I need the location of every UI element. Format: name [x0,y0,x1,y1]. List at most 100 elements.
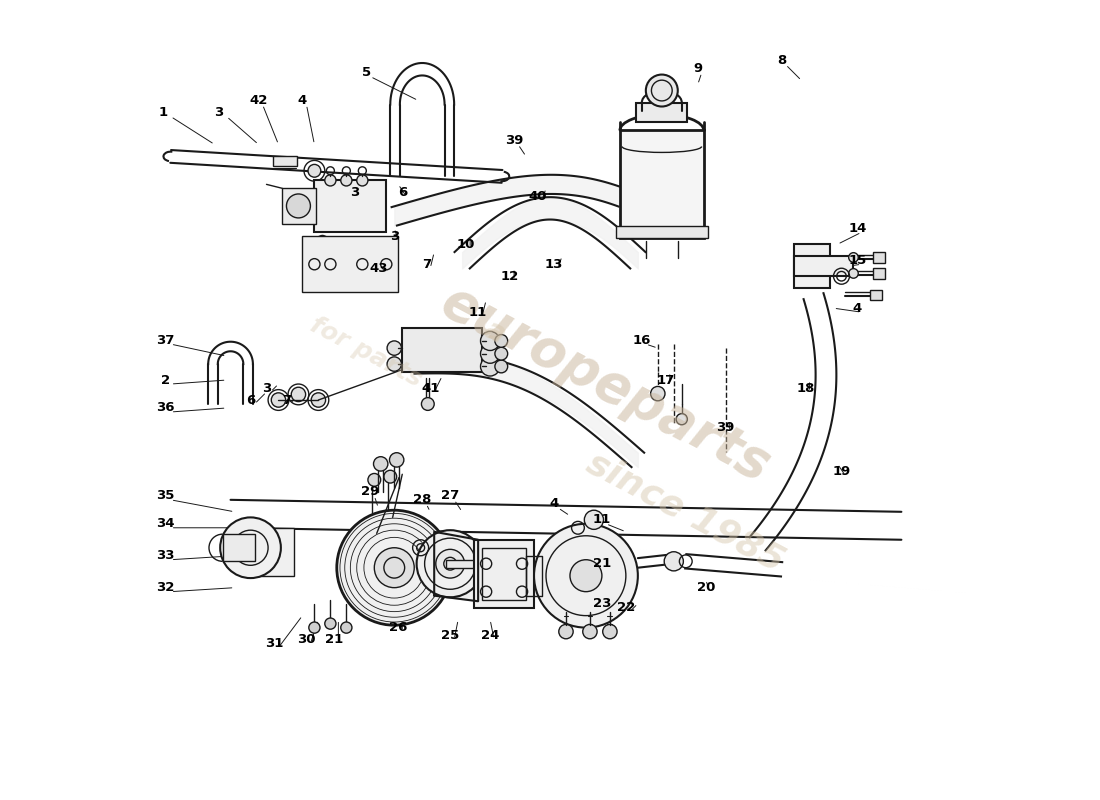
Bar [870,290,882,300]
Circle shape [384,470,397,483]
Circle shape [559,625,573,638]
Text: 18: 18 [796,382,815,394]
Bar [793,256,854,276]
Text: 3: 3 [350,186,359,199]
Text: 21: 21 [326,633,343,646]
Bar [793,244,829,288]
Text: 4: 4 [298,94,307,107]
Text: 11: 11 [593,514,611,526]
Circle shape [356,174,367,186]
Text: 39: 39 [716,422,735,434]
Text: 26: 26 [389,621,407,634]
Text: 42: 42 [250,94,267,107]
Circle shape [417,530,484,598]
Circle shape [337,510,452,626]
Text: since 1985: since 1985 [581,446,790,578]
Text: 10: 10 [456,238,475,250]
Text: 37: 37 [156,334,174,346]
Circle shape [570,560,602,592]
Text: 21: 21 [593,558,611,570]
Circle shape [374,457,388,471]
Text: 32: 32 [156,581,174,594]
Text: for parts: for parts [306,313,427,391]
Bar [478,556,494,588]
Circle shape [495,334,508,347]
Bar [315,180,386,232]
Text: 36: 36 [156,402,174,414]
Text: 22: 22 [617,601,635,614]
Text: 19: 19 [833,466,850,478]
Bar [474,540,534,608]
Circle shape [603,625,617,638]
Circle shape [534,524,638,628]
Circle shape [311,393,326,407]
Circle shape [495,360,508,373]
Circle shape [324,174,336,186]
Circle shape [646,74,678,106]
Text: 3: 3 [214,106,223,119]
Circle shape [481,331,499,350]
Bar [302,236,398,292]
Text: 7: 7 [282,394,292,406]
Text: 43: 43 [368,262,387,274]
Circle shape [389,453,404,467]
Circle shape [387,357,402,371]
Text: 30: 30 [297,633,316,646]
Circle shape [481,357,499,376]
Circle shape [341,622,352,633]
Bar [403,328,482,372]
Circle shape [308,165,321,177]
Text: 41: 41 [421,382,439,394]
Circle shape [292,387,306,402]
Circle shape [421,398,434,410]
Circle shape [584,510,604,530]
Text: 39: 39 [505,134,524,147]
Text: 16: 16 [632,334,651,346]
Text: 15: 15 [848,254,867,266]
Text: 29: 29 [361,486,379,498]
Bar [616,226,707,238]
Text: 31: 31 [265,637,284,650]
Text: 13: 13 [544,258,563,270]
Text: 12: 12 [500,270,519,282]
Circle shape [664,552,683,571]
Bar [246,528,295,576]
Bar [273,157,297,166]
Bar [222,534,254,562]
Text: 3: 3 [262,382,271,394]
Bar [620,130,704,238]
Circle shape [220,518,280,578]
Text: 14: 14 [848,222,867,234]
Text: 9: 9 [693,62,702,75]
Circle shape [481,344,499,363]
Circle shape [495,347,508,360]
Text: 23: 23 [593,597,612,610]
Circle shape [387,341,402,355]
Polygon shape [526,556,542,596]
Circle shape [583,625,597,638]
Circle shape [436,550,464,578]
Text: 3: 3 [389,230,399,242]
Text: 8: 8 [777,54,786,67]
Text: europeparts: europeparts [432,275,779,493]
Text: 2: 2 [161,374,169,386]
Text: 20: 20 [696,581,715,594]
Bar [873,252,886,262]
Text: 28: 28 [412,494,431,506]
Circle shape [341,174,352,186]
Text: 17: 17 [657,374,675,386]
Text: 25: 25 [441,629,460,642]
Circle shape [374,548,415,588]
Text: 1: 1 [158,106,167,119]
Text: 35: 35 [156,490,174,502]
Text: 34: 34 [156,518,174,530]
Polygon shape [434,532,478,602]
Text: 11: 11 [469,306,487,318]
Text: 4: 4 [852,302,862,314]
Circle shape [849,253,858,262]
Text: 6: 6 [397,186,407,199]
Bar [873,268,886,278]
Text: 4: 4 [549,498,559,510]
Text: 5: 5 [362,66,371,79]
Text: a: a [478,314,510,350]
